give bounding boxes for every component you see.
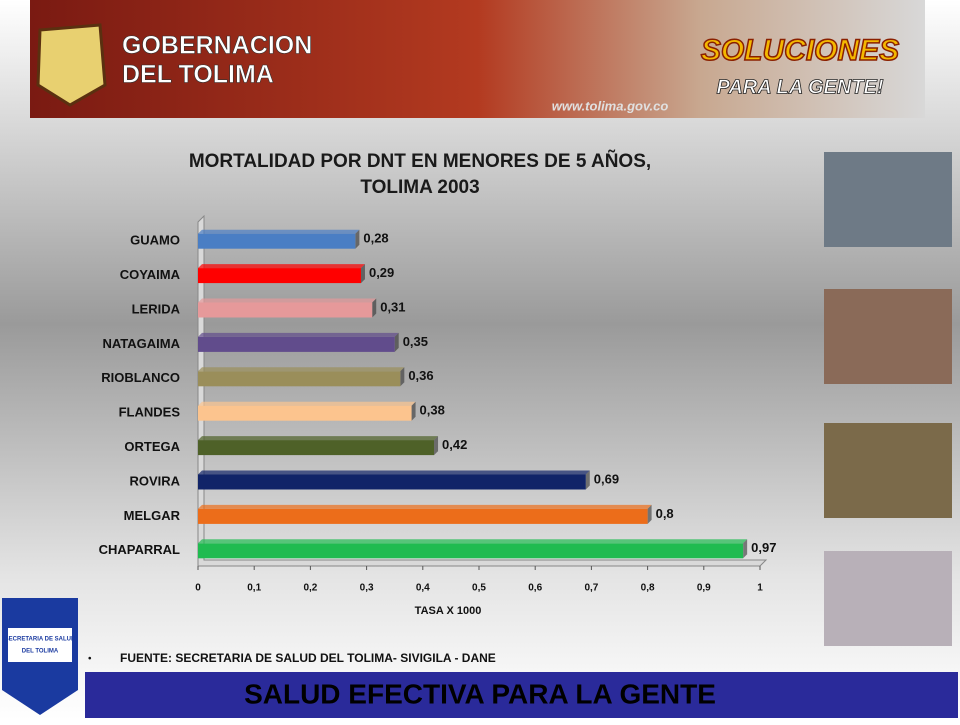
value-label: 0,28 (363, 231, 388, 246)
chart-title: TOLIMA 2003 (360, 177, 479, 198)
category-label: MELGAR (124, 508, 181, 523)
header-title: GOBERNACION (122, 32, 312, 60)
bar-side (360, 264, 365, 284)
bar (198, 371, 401, 387)
value-label: 0,31 (380, 299, 405, 314)
category-label: GUAMO (130, 233, 180, 248)
x-tick-label: 1 (757, 583, 763, 594)
x-tick-label: 0,9 (697, 583, 711, 594)
value-label: 0,97 (751, 540, 776, 555)
bar-top (198, 332, 399, 337)
source: FUENTE: SECRETARIA DE SALUD DEL TOLIMA- … (120, 651, 496, 665)
bar (198, 405, 412, 421)
value-label: 0,8 (656, 506, 674, 521)
x-tick-label: 0,3 (360, 583, 374, 594)
value-label: 0,69 (594, 471, 619, 486)
logo-text: SECRETARIA DE SALUD (5, 637, 76, 643)
value-label: 0,35 (403, 334, 428, 349)
x-axis-label: TASA X 1000 (415, 605, 482, 617)
bar (198, 233, 356, 249)
coat-of-arms (36, 23, 107, 107)
photo (824, 423, 952, 518)
bar (198, 508, 648, 524)
bar-side (411, 401, 416, 421)
bar-top (198, 504, 652, 509)
bar (198, 302, 373, 318)
bar-top (198, 539, 748, 544)
category-label: FLANDES (119, 405, 181, 420)
x-tick-label: 0,2 (303, 583, 317, 594)
bar-side (434, 436, 439, 456)
bar-top (198, 367, 405, 372)
chart: 0 0,1 0,2 0,3 0,4 0,5 0,6 0,7 0,8 0,9 1 GUAMO 0,28 CO… (99, 214, 776, 594)
bar (198, 440, 435, 456)
slogan: PARA LA GENTE! (716, 76, 883, 98)
category-label: RIOBLANCO (101, 370, 180, 385)
url: www.tolima.gov.co (552, 98, 669, 113)
category-label: COYAIMA (120, 267, 181, 282)
category-label: NATAGAIMA (102, 336, 180, 351)
value-label: 0,29 (369, 265, 394, 280)
x-tick-label: 0,8 (641, 583, 655, 594)
x-tick-label: 0,6 (528, 583, 542, 594)
footer-banner (85, 672, 958, 718)
category-label: LERIDA (132, 301, 181, 316)
value-label: 0,38 (420, 403, 445, 418)
bar-side (372, 298, 377, 318)
bar-top (198, 470, 590, 475)
x-tick-label: 0,1 (247, 583, 261, 594)
category-label: ORTEGA (124, 439, 180, 454)
bar (198, 543, 744, 559)
photo (824, 152, 952, 247)
value-label: 0,36 (408, 368, 433, 383)
value-label: 0,42 (442, 437, 467, 452)
bullet: • (88, 654, 92, 665)
footer-text: SALUD EFECTIVA PARA LA GENTE (244, 678, 716, 709)
x-tick-label: 0,7 (584, 583, 598, 594)
chart-title: MORTALIDAD POR DNT EN MENORES DE 5 AÑOS, (189, 150, 651, 172)
bar-top (198, 229, 360, 234)
bar-side (743, 539, 748, 559)
bar-top (198, 436, 439, 441)
x-tick-label: 0,4 (416, 583, 430, 594)
bar-top (198, 264, 365, 269)
bar-top (198, 298, 377, 303)
bar-top (198, 401, 416, 406)
x-tick-label: 0,5 (472, 583, 486, 594)
bar (198, 336, 395, 352)
x-tick-label: 0 (195, 583, 201, 594)
bar-side (394, 332, 399, 352)
bar-side (400, 367, 405, 387)
bar-side (647, 504, 652, 524)
logo-panel (8, 628, 72, 662)
bar (198, 474, 586, 490)
logo-text: DEL TOLIMA (22, 649, 59, 655)
header-title: DEL TOLIMA (122, 61, 274, 89)
category-label: ROVIRA (129, 473, 180, 488)
bar-side (585, 470, 590, 490)
photo (824, 289, 952, 384)
slogan: SOLUCIONES (701, 34, 899, 67)
bar-side (355, 229, 360, 249)
category-label: CHAPARRAL (99, 542, 180, 557)
header-banner (30, 0, 925, 118)
photo (824, 551, 952, 646)
bar (198, 268, 361, 284)
